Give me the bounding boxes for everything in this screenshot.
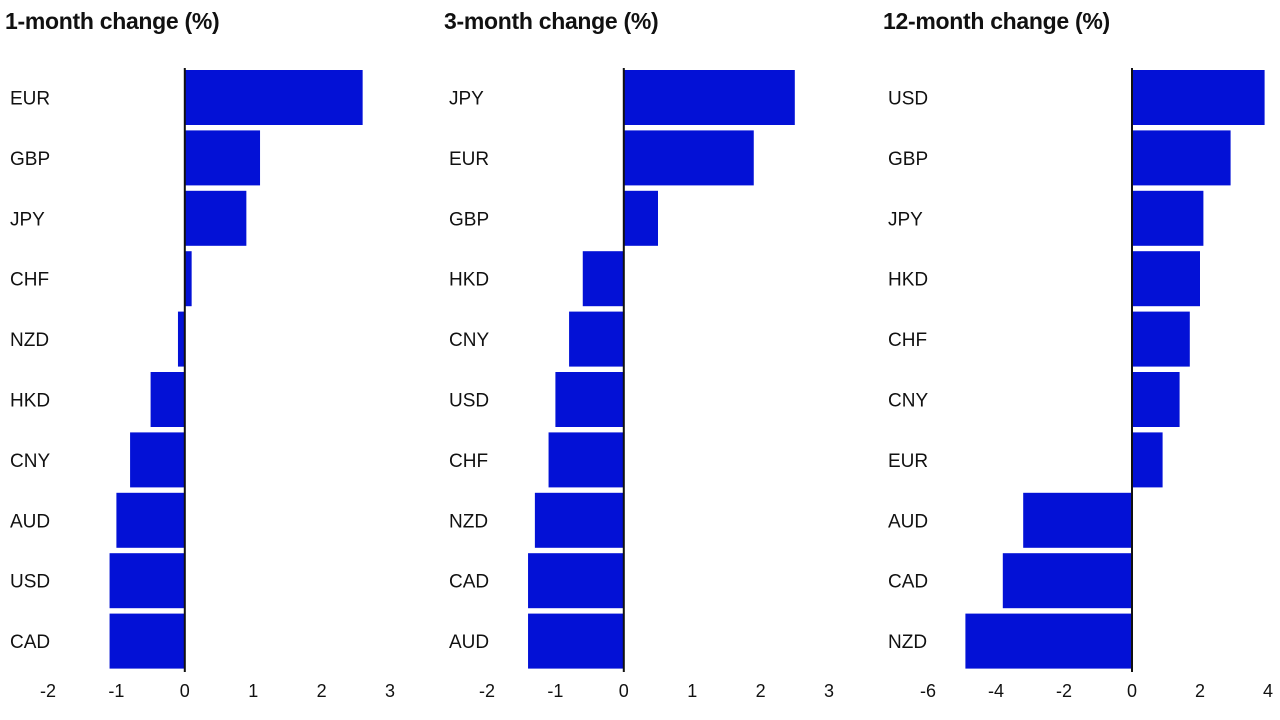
category-label-cad: CAD — [449, 572, 489, 593]
category-label-nzd: NZD — [449, 511, 488, 532]
x-tick-label: 2 — [756, 681, 766, 701]
bar-nzd — [534, 492, 624, 548]
chart-title-1-month: 1-month change (%) — [5, 8, 220, 34]
category-label-hkd: HKD — [10, 391, 50, 412]
category-label-cad: CAD — [888, 572, 928, 593]
category-label-eur: EUR — [449, 149, 489, 170]
bar-chf — [184, 251, 192, 307]
bar-hkd — [1132, 251, 1200, 307]
x-tick-label: -6 — [920, 681, 936, 701]
category-label-jpy: JPY — [10, 209, 45, 230]
category-label-cad: CAD — [10, 632, 50, 653]
category-label-jpy: JPY — [449, 89, 484, 110]
bar-eur — [623, 130, 754, 186]
x-tick-label: -2 — [1056, 681, 1072, 701]
x-tick-label: 1 — [248, 681, 258, 701]
bar-eur — [1132, 432, 1163, 488]
category-label-cny: CNY — [888, 391, 928, 412]
category-label-gbp: GBP — [449, 209, 489, 230]
x-tick-label: 1 — [687, 681, 697, 701]
category-label-usd: USD — [449, 391, 489, 412]
category-label-usd: USD — [10, 572, 50, 593]
x-tick-label: 2 — [1195, 681, 1205, 701]
bar-jpy — [1132, 190, 1204, 246]
category-label-cny: CNY — [10, 451, 50, 472]
category-label-chf: CHF — [10, 270, 49, 291]
bar-jpy — [623, 70, 795, 125]
category-label-aud: AUD — [10, 511, 50, 532]
bar-gbp — [184, 130, 261, 186]
category-label-chf: CHF — [888, 330, 927, 351]
bar-nzd — [965, 613, 1132, 669]
category-label-eur: EUR — [888, 451, 928, 472]
category-label-chf: CHF — [449, 451, 488, 472]
chart-panel-1: EUR GBP JPY CHF NZD HKD CNY AUD USD CAD -2 -1 0 1 2 3 — [10, 68, 395, 701]
bar-nzd — [177, 311, 185, 367]
category-label-aud: AUD — [888, 511, 928, 532]
chart-panel-3: USD GBP JPY HKD CHF CNY EUR AUD CAD NZD -6 -4 -2 0 2 4 — [888, 68, 1273, 701]
bar-aud — [528, 613, 624, 669]
bar-usd — [555, 372, 624, 427]
x-tick-label: -2 — [40, 681, 56, 701]
bar-gbp — [623, 190, 658, 246]
chart-title-12-month: 12-month change (%) — [883, 8, 1110, 34]
x-tick-label: 2 — [317, 681, 327, 701]
bar-cny — [130, 432, 185, 488]
category-label-gbp: GBP — [10, 149, 50, 170]
bar-gbp — [1132, 130, 1231, 186]
x-tick-label: -1 — [108, 681, 124, 701]
bar-cad — [109, 613, 185, 669]
x-tick-label: -1 — [547, 681, 563, 701]
bar-usd — [109, 553, 185, 609]
chart-title-3-month: 3-month change (%) — [444, 8, 659, 34]
bar-usd — [1132, 70, 1265, 125]
bar-chf — [548, 432, 624, 488]
category-label-usd: USD — [888, 89, 928, 110]
category-label-aud: AUD — [449, 632, 489, 653]
category-label-hkd: HKD — [449, 270, 489, 291]
bar-aud — [116, 492, 185, 548]
category-label-nzd: NZD — [888, 632, 927, 653]
x-tick-label: 0 — [180, 681, 190, 701]
bar-eur — [184, 70, 363, 125]
bar-aud — [1023, 492, 1132, 548]
bar-cny — [569, 311, 624, 367]
x-tick-label: -2 — [479, 681, 495, 701]
bar-jpy — [184, 190, 247, 246]
bar-hkd — [150, 372, 185, 427]
category-label-gbp: GBP — [888, 149, 928, 170]
category-label-jpy: JPY — [888, 209, 923, 230]
chart-panel-2: JPY EUR GBP HKD CNY USD CHF NZD CAD AUD -2 -1 0 1 2 3 — [449, 68, 834, 701]
bar-chf — [1132, 311, 1190, 367]
x-tick-label: 3 — [824, 681, 834, 701]
bar-cad — [528, 553, 624, 609]
category-label-hkd: HKD — [888, 270, 928, 291]
bar-cny — [1132, 372, 1180, 427]
bar-hkd — [582, 251, 624, 307]
x-tick-label: -4 — [988, 681, 1004, 701]
x-tick-label: 4 — [1263, 681, 1273, 701]
x-tick-label: 0 — [1127, 681, 1137, 701]
x-tick-label: 0 — [619, 681, 629, 701]
x-tick-label: 3 — [385, 681, 395, 701]
bar-cad — [1002, 553, 1132, 609]
category-label-nzd: NZD — [10, 330, 49, 351]
category-label-cny: CNY — [449, 330, 489, 351]
category-label-eur: EUR — [10, 89, 50, 110]
